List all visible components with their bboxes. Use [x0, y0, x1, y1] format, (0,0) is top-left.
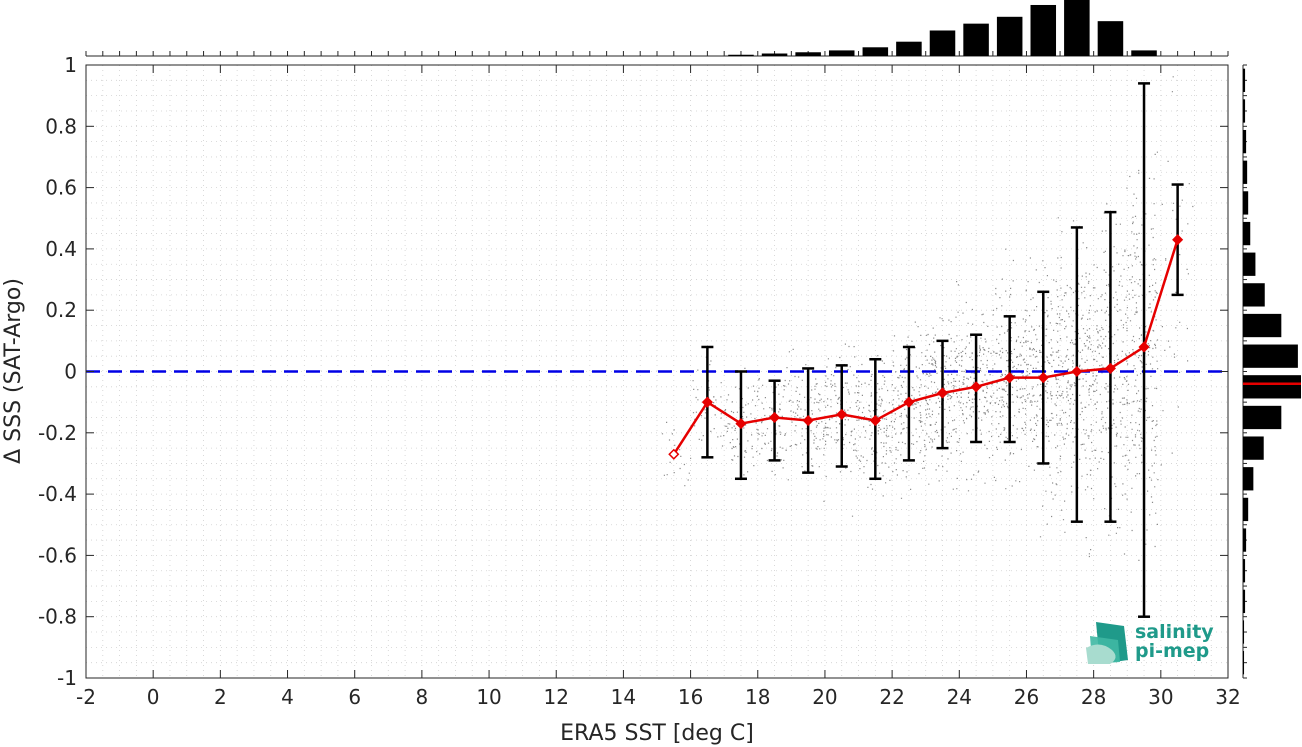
mean-marker	[802, 414, 814, 427]
y-tick-label: -0.4	[38, 482, 77, 506]
top-hist-bar	[929, 30, 956, 56]
y-tick-label: -0.2	[38, 421, 77, 445]
salinity-pi-mep-logo: salinity pi-mep	[1086, 621, 1214, 664]
y-tick-label: 0.6	[45, 176, 77, 200]
right-hist-bar	[1243, 221, 1251, 246]
x-tick-label: 6	[348, 685, 361, 709]
binned-mean-line	[668, 234, 1184, 460]
top-hist-bar	[728, 54, 754, 56]
x-tick-label: 26	[1014, 685, 1039, 709]
y-axis-label: Δ SSS (SAT-Argo)	[1, 278, 26, 464]
mean-marker	[1104, 362, 1117, 374]
scatter-dots	[661, 76, 1194, 565]
right-hist-bar	[1243, 129, 1247, 154]
right-hist-bar	[1243, 344, 1298, 368]
top-hist-bar	[761, 53, 788, 56]
y-tick-label: 0.2	[45, 298, 77, 322]
right-hist-bar	[1243, 405, 1282, 430]
y-tick-label: -0.6	[38, 543, 77, 567]
x-tick-label: 22	[879, 685, 904, 709]
top-hist-bar	[1064, 0, 1090, 56]
top-hist-bar	[1030, 4, 1057, 57]
top-hist-bar	[1097, 21, 1124, 56]
right-hist-bar	[1243, 559, 1246, 583]
mean-marker	[1138, 341, 1150, 353]
mean-marker	[668, 448, 680, 460]
x-tick-label: 32	[1215, 685, 1240, 709]
right-hist-bar	[1243, 375, 1301, 399]
x-tick-label: 28	[1081, 685, 1106, 709]
right-hist-bar	[1243, 313, 1282, 338]
y-tick-label: 0	[64, 360, 77, 384]
right-hist-bar	[1243, 651, 1245, 675]
y-tick-labels: -1 -0.8 -0.6 -0.4 -0.2 0 0.2 0.4 0.6 0.8 1	[38, 53, 77, 690]
right-hist-bar	[1243, 436, 1264, 460]
right-hist-bar	[1243, 191, 1249, 215]
x-tick-label: 4	[281, 685, 294, 709]
right-histogram	[1242, 64, 1301, 679]
right-hist-bar	[1243, 467, 1254, 491]
mean-marker	[701, 396, 713, 408]
mean-marker	[836, 408, 848, 420]
x-axis-label: ERA5 SST [deg C]	[560, 721, 754, 746]
y-tick-label: 0.8	[45, 114, 77, 138]
x-tick-label: 18	[745, 685, 770, 709]
mean-marker	[1071, 365, 1083, 378]
mean-marker	[903, 396, 915, 408]
x-tick-label: 10	[476, 685, 501, 709]
right-hist-bar	[1243, 620, 1245, 644]
right-hist-bar	[1243, 252, 1256, 276]
axis-ticks	[85, 64, 1229, 679]
mean-marker	[1004, 372, 1016, 384]
error-bars	[701, 82, 1184, 618]
mean-marker	[970, 381, 982, 393]
x-tick-label: 0	[147, 685, 160, 709]
top-hist-bar	[795, 52, 821, 56]
y-tick-label: -0.8	[38, 605, 77, 629]
x-tick-label: 12	[544, 685, 569, 709]
x-tick-label: 24	[947, 685, 972, 709]
mean-marker	[1037, 372, 1049, 384]
y-tick-label: -1	[57, 666, 77, 690]
y-tick-label: 0.4	[45, 237, 77, 261]
logo-mark-icon	[1086, 622, 1128, 664]
top-hist-bar	[896, 41, 922, 56]
right-hist-bar	[1243, 160, 1248, 184]
x-tick-label: 14	[611, 685, 636, 709]
right-hist-bar	[1243, 283, 1265, 307]
right-hist-bar	[1243, 528, 1247, 552]
mean-marker	[936, 387, 949, 399]
top-hist-bar	[963, 23, 989, 56]
mean-marker	[768, 411, 781, 424]
scatter-points	[661, 76, 1194, 565]
top-hist-bar	[828, 50, 855, 56]
right-hist-bar	[1243, 68, 1246, 92]
x-tick-label: 16	[678, 685, 703, 709]
x-tick-label: 8	[416, 685, 429, 709]
top-hist-bar	[1131, 50, 1157, 56]
top-histogram	[85, 0, 1229, 57]
x-tick-label: -2	[76, 685, 96, 709]
right-hist-bar	[1243, 99, 1246, 123]
x-tick-label: 2	[214, 685, 227, 709]
mean-line	[672, 239, 1179, 455]
top-hist-bar	[862, 47, 889, 56]
logo-text-line2: pi-mep	[1135, 640, 1209, 662]
logo-text-line1: salinity	[1135, 621, 1214, 643]
x-tick-labels: -2 0 2 4 6 8 10 12 14 16 18 20 22 24 26 28 30 32	[76, 685, 1241, 709]
right-hist-bar	[1243, 497, 1249, 522]
mean-marker	[1172, 234, 1184, 246]
x-tick-label: 30	[1148, 685, 1173, 709]
x-tick-label: 20	[812, 685, 837, 709]
mean-marker	[869, 414, 881, 427]
top-hist-bar	[996, 16, 1023, 56]
right-hist-bar	[1243, 589, 1246, 614]
mean-marker	[735, 418, 747, 430]
y-tick-label: 1	[64, 53, 77, 77]
